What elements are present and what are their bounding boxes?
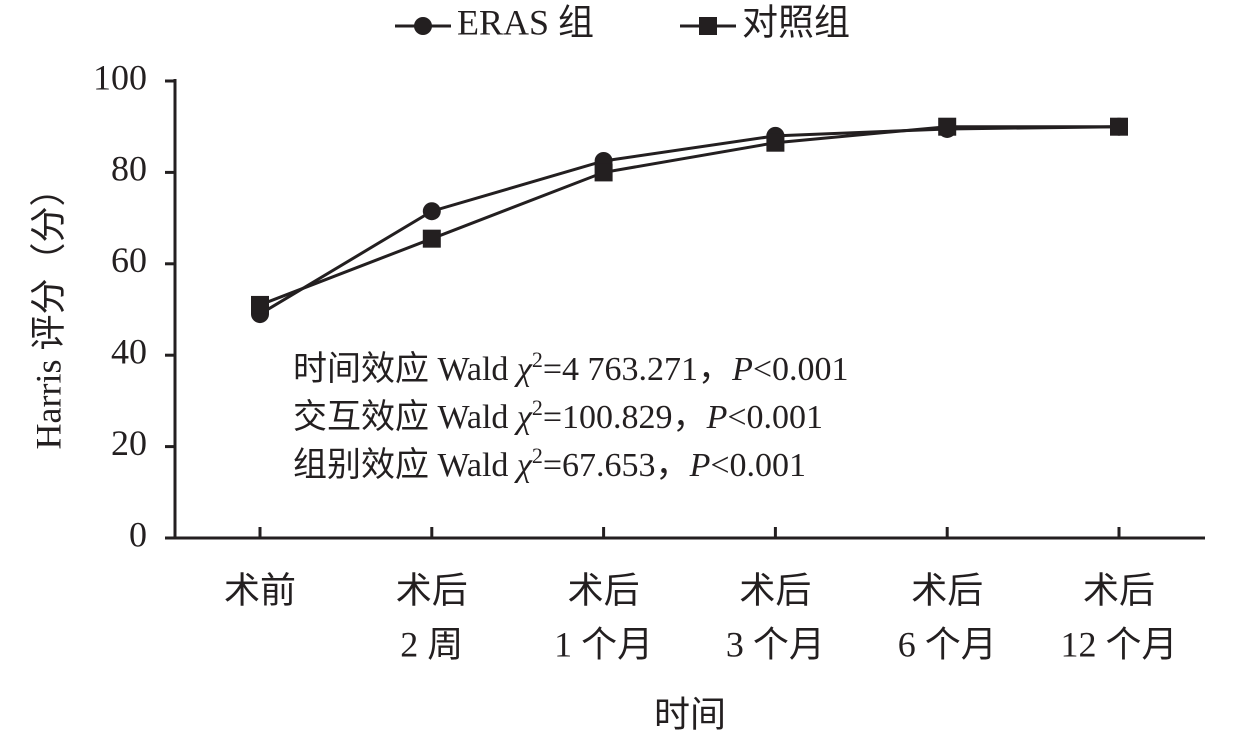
annotation-part: χ xyxy=(514,351,533,388)
point xyxy=(699,17,717,35)
point xyxy=(1110,117,1128,136)
series-line xyxy=(259,125,1120,316)
y-tick-label: 40 xyxy=(111,331,147,371)
x-tick-label: 术后 xyxy=(739,570,811,610)
x-tick-label: 术后 xyxy=(396,570,468,610)
y-tick-label: 0 xyxy=(129,514,147,554)
annotation-part: <0.001 xyxy=(727,399,823,436)
x-tick-label: 术后 xyxy=(911,570,983,610)
point xyxy=(422,202,441,221)
x-tick-label: 2 周 xyxy=(400,624,463,664)
point xyxy=(594,163,613,182)
annotation-part: =67.653， xyxy=(543,447,690,484)
annotation: 时间效应 Wald χ2=4 763.271，P<0.001 xyxy=(293,347,849,388)
annotation-part: 2 xyxy=(532,443,543,468)
x-axis-title: 时间 xyxy=(654,694,726,734)
annotation-part: P xyxy=(731,351,753,388)
x-tick-label: 术后 xyxy=(1083,570,1155,610)
annotation-part: 时间效应 Wald xyxy=(293,350,517,388)
annotation-part: 2 xyxy=(532,347,543,372)
annotation-part: 2 xyxy=(532,395,543,420)
annotation-part: =4 763.271， xyxy=(543,351,732,388)
point xyxy=(251,295,269,314)
x-tick-label: 1 个月 xyxy=(554,624,653,664)
legend-label: 对照组 xyxy=(742,2,850,42)
annotation-part: 交互效应 Wald xyxy=(293,398,517,436)
annotation-part: P xyxy=(706,399,728,436)
annotation-part: =100.829， xyxy=(543,399,707,436)
point xyxy=(414,17,432,35)
x-tick-label: 术前 xyxy=(224,570,296,610)
y-axis-title: Harris 评分（分） xyxy=(28,171,68,450)
series-line xyxy=(259,125,1119,307)
legend-label: ERAS 组 xyxy=(457,2,594,42)
y-tick-label: 20 xyxy=(111,423,147,463)
y-tick-label: 80 xyxy=(111,149,147,189)
annotation-part: 组别效应 Wald xyxy=(293,446,517,484)
point xyxy=(766,133,785,152)
y-tick-label: 60 xyxy=(111,240,147,280)
annotation-part: P xyxy=(689,447,711,484)
annotation: 交互效应 Wald χ2=100.829，P<0.001 xyxy=(293,395,823,436)
point xyxy=(938,117,957,136)
x-tick-label: 术后 xyxy=(568,570,640,610)
annotation-part: <0.001 xyxy=(710,447,806,484)
point xyxy=(422,229,441,248)
annotation: 组别效应 Wald χ2=67.653，P<0.001 xyxy=(293,443,806,484)
y-tick-label: 100 xyxy=(93,57,147,97)
annotation-part: χ xyxy=(514,447,533,484)
annotation-part: <0.001 xyxy=(753,351,849,388)
x-tick-label: 6 个月 xyxy=(898,624,997,664)
x-tick-label: 3 个月 xyxy=(726,624,825,664)
x-tick-label: 12 个月 xyxy=(1060,624,1177,664)
annotation-part: χ xyxy=(514,399,533,436)
